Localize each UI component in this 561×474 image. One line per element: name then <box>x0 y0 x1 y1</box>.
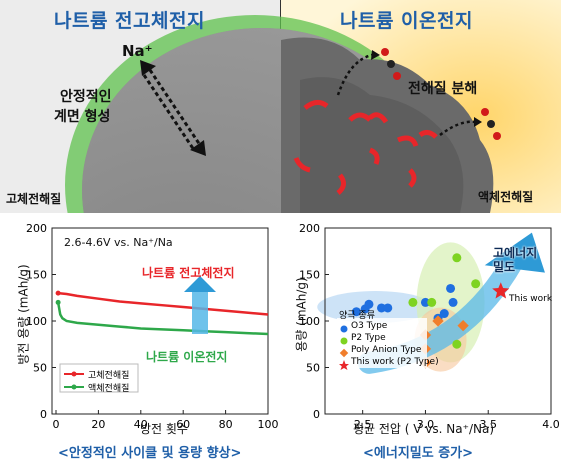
y-tick-label: 200 <box>299 222 320 235</box>
legend-o3-marker <box>340 325 348 333</box>
y-tick-label: 0 <box>40 408 47 421</box>
legend-solid-marker <box>71 371 77 377</box>
o3-point <box>351 307 361 317</box>
p2-point <box>452 339 462 349</box>
o3-point <box>446 283 456 293</box>
improvement-arrow-head <box>184 276 216 292</box>
cycle-ylabel: 방전 용량 (mAh/g) <box>16 264 31 365</box>
x-tick-label: 100 <box>258 418 279 431</box>
o3-point <box>420 297 430 307</box>
y-tick-label: 200 <box>26 222 47 235</box>
series-line-0 <box>57 291 269 316</box>
solid-series-label: 나트륨 전고체전지 <box>142 266 235 280</box>
x-tick-label: 2.5 <box>354 418 372 431</box>
legend-polyanion-label: Poly Anion Type <box>351 345 422 355</box>
cathode-legend-title: 양극 종류 <box>339 311 375 321</box>
decomposition-label: 전해질 분해 <box>408 81 478 97</box>
y-tick-label: 150 <box>299 269 320 282</box>
legend-p2-label: P2 Type <box>351 333 386 343</box>
series-point-1 <box>55 299 61 305</box>
legend-polyanion-marker <box>339 348 349 358</box>
co2-molecule-2 <box>481 108 501 140</box>
y-tick-label: 100 <box>299 315 320 328</box>
p2-point <box>471 279 481 289</box>
x-tick-label: 3.5 <box>479 418 497 431</box>
ion-battery-title: 나트륨 이온전지 <box>340 10 473 32</box>
legend-thiswork-label: This work (P2 Type) <box>351 357 439 367</box>
solid-battery-title: 나트륨 전고체전지 <box>54 10 205 32</box>
y-tick-label: 50 <box>306 362 320 375</box>
x-tick-label: 4.0 <box>542 418 560 431</box>
voltage-condition: 2.6-4.6V vs. Na⁺/Na <box>64 236 173 249</box>
series-line-1 <box>56 302 269 336</box>
density-caption: <에너지밀도 증가> <box>363 446 474 461</box>
y-tick-label: 100 <box>26 315 47 328</box>
x-tick-label: 20 <box>91 418 105 431</box>
y-tick-label: 150 <box>26 269 47 282</box>
o3-point <box>383 303 393 313</box>
energy-arrow-head <box>484 232 545 273</box>
cycle-chart: 0 50 100 150 200 0 20 40 60 80 100 2.6-4.6V vs. Na… <box>0 214 280 470</box>
o3-point <box>377 303 386 313</box>
o3-point <box>439 309 449 319</box>
legend-p2-marker <box>340 337 348 345</box>
x-tick-label: 60 <box>176 418 190 431</box>
interface-label-line1: 안정적인 <box>60 89 112 105</box>
co2-molecule-1 <box>381 48 401 80</box>
high-energy-label: 고에너지 밀도 <box>493 246 538 274</box>
p2-point <box>408 297 418 307</box>
density-xlabel: 평균 전압 ( V vs. Na⁺/Na) <box>353 422 495 436</box>
x-tick-label: 80 <box>219 418 233 431</box>
legend-liquid-marker <box>71 384 77 390</box>
series-point-0 <box>55 290 61 296</box>
cycle-xlabel: 방전 횟수 <box>140 422 188 436</box>
legend-o3-label: O3 Type <box>351 321 388 331</box>
improvement-arrow-shaft <box>192 290 208 334</box>
legend-thiswork-marker <box>339 360 349 370</box>
o3-region <box>317 291 434 324</box>
p2-point <box>452 253 462 263</box>
cycle-caption: <안정적인 사이클 및 용량 향상> <box>58 446 242 461</box>
y-tick-label: 50 <box>33 362 47 375</box>
o3-point <box>364 299 374 309</box>
y-tick-label: 0 <box>313 408 320 421</box>
x-tick-label: 3.0 <box>417 418 435 431</box>
sodium-ion-label: Na⁺ <box>122 42 153 60</box>
liquid-electrolyte-label: 액체전해질 <box>478 190 534 204</box>
top-illustration: 나트륨 전고체전지 나트륨 이온전지 Na⁺ 안정적인 계면 형성 고체전해질 … <box>0 0 561 355</box>
solid-electrolyte-label: 고체전해질 <box>6 192 62 206</box>
liquid-series-label: 나트륨 이온전지 <box>146 350 228 364</box>
density-chart: 0 50 100 150 200 2.5 3.0 3.5 4.0 용량 (mAh/g) 평균 전… <box>281 214 561 470</box>
interface-label-line2: 계면 형성 <box>54 109 111 125</box>
x-tick-label: 40 <box>134 418 148 431</box>
this-work-label: This work <box>509 294 553 304</box>
legend-box <box>337 318 427 368</box>
p2-point <box>427 297 437 307</box>
this-work-star <box>492 282 510 299</box>
x-tick-label: 0 <box>53 418 60 431</box>
density-chart-svg: 0 50 100 150 200 2.5 3.0 3.5 4.0 <box>299 222 560 431</box>
density-ylabel: 용량 (mAh/g) <box>294 277 309 352</box>
o3-point <box>448 297 458 307</box>
legend-solid-label: 고체전해질 <box>88 371 130 381</box>
legend-liquid-label: 액체전해질 <box>88 384 130 394</box>
cycle-chart-svg: 0 50 100 150 200 0 20 40 60 80 100 <box>26 222 279 431</box>
